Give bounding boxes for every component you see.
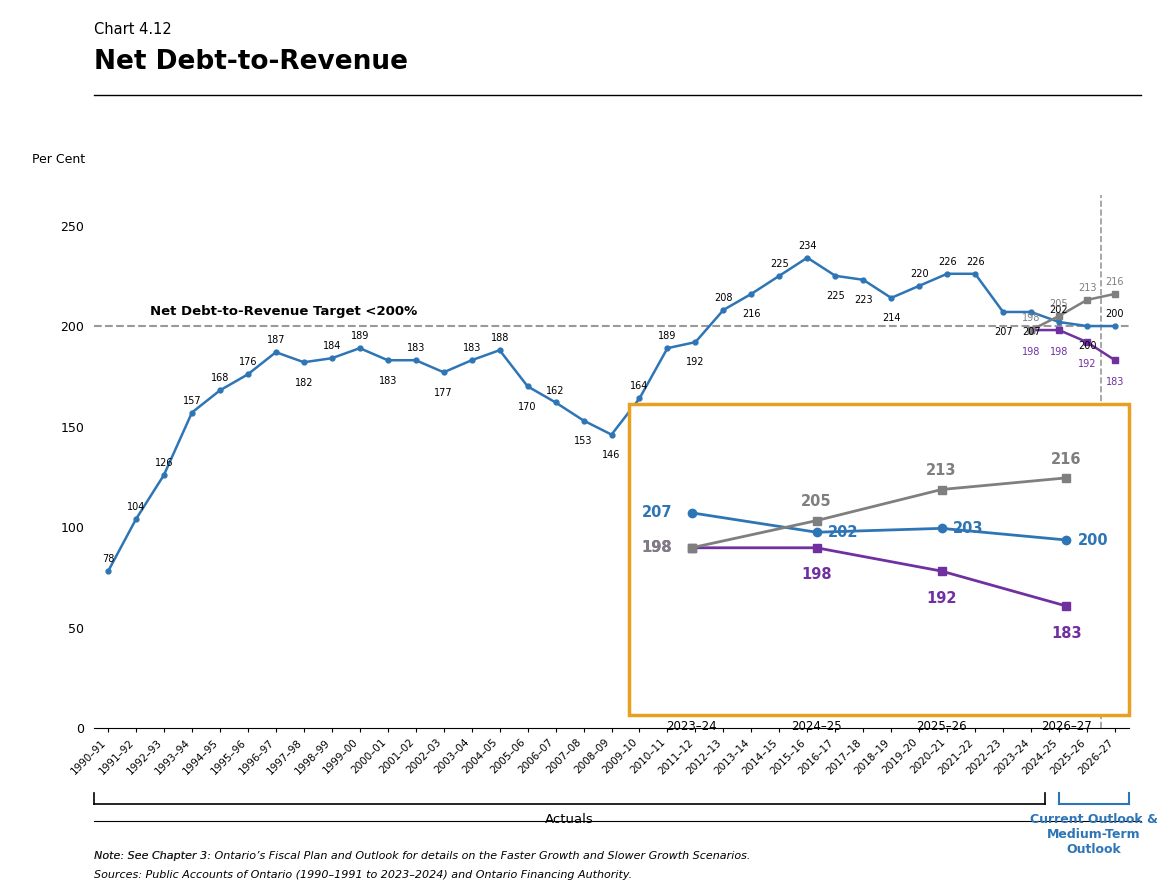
Text: Note: See Chapter 3: Ontario’s Fiscal Plan and Outlook for details on the Faster: Note: See Chapter 3: Ontario’s Fiscal Pl… [94,851,750,860]
Text: 192: 192 [1077,359,1096,369]
Text: 198: 198 [1022,346,1041,357]
Text: 164: 164 [630,382,649,392]
Text: 223: 223 [854,295,873,305]
Text: Net Debt-to-Revenue: Net Debt-to-Revenue [94,49,408,75]
Text: 216: 216 [1105,277,1124,287]
Text: 213: 213 [1077,283,1096,293]
Text: 157: 157 [182,395,201,406]
Bar [629,404,1129,715]
Text: 183: 183 [462,344,481,353]
Text: Sources: Public Accounts of Ontario (1990–1991 to 2023–2024) and Ontario Financi: Sources: Public Accounts of Ontario (199… [94,870,633,880]
Text: 214: 214 [882,313,901,323]
Text: 104: 104 [127,502,145,512]
Text: 207: 207 [994,328,1013,337]
Text: Net Debt-to-Revenue Target <200%: Net Debt-to-Revenue Target <200% [151,305,417,318]
Text: 162: 162 [547,385,564,395]
Text: 170: 170 [519,401,537,412]
Text: 200: 200 [1077,533,1108,548]
Text: 189: 189 [350,331,369,341]
Text: 226: 226 [965,257,984,266]
Text: 200: 200 [1077,341,1096,352]
Text: 225: 225 [826,291,844,301]
Text: 198: 198 [1050,346,1068,357]
Text: 213: 213 [927,464,957,479]
Text: 198: 198 [642,540,673,555]
Text: 153: 153 [574,436,593,446]
Text: Chart 4.12: Chart 4.12 [94,22,172,37]
Text: 126: 126 [155,458,173,468]
Text: 207: 207 [642,505,673,520]
Text: 183: 183 [407,344,425,353]
Text: 205: 205 [1050,299,1068,309]
Text: 183: 183 [1105,377,1124,387]
Text: 234: 234 [799,241,816,250]
Text: 192: 192 [927,591,957,606]
Text: Note: See Chapter 3:: Note: See Chapter 3: [94,851,214,860]
Text: 184: 184 [322,341,341,352]
Text: 225: 225 [770,258,789,269]
Text: 189: 189 [659,331,676,341]
Text: 226: 226 [937,257,956,266]
Text: 202: 202 [1050,305,1068,315]
Text: 198: 198 [801,567,831,583]
Text: 187: 187 [267,336,285,345]
Text: 182: 182 [295,377,313,387]
Text: 188: 188 [490,333,509,344]
Text: 183: 183 [1051,625,1082,640]
Text: 220: 220 [910,269,929,279]
Text: 202: 202 [828,525,858,540]
Text: Current Outlook &
Medium-Term
Outlook: Current Outlook & Medium-Term Outlook [1030,813,1158,855]
Text: Note: See Chapter 3: ⁠⁠⁠⁠⁠⁠⁠⁠⁠⁠⁠⁠⁠⁠⁠⁠⁠⁠⁠⁠⁠⁠⁠⁠⁠: Note: See Chapter 3: ⁠⁠⁠⁠⁠⁠⁠⁠⁠⁠⁠⁠⁠⁠⁠⁠⁠⁠⁠… [94,851,214,860]
Text: 192: 192 [686,357,704,368]
Text: 177: 177 [434,387,453,398]
Text: 216: 216 [1051,452,1082,467]
Text: 198: 198 [642,540,673,555]
Text: Per Cent: Per Cent [32,153,85,166]
Text: 205: 205 [801,495,831,510]
Text: 176: 176 [239,357,258,368]
Text: 208: 208 [714,293,733,303]
Text: 207: 207 [1022,328,1041,337]
Text: 78: 78 [102,554,114,565]
Text: 198: 198 [1022,313,1041,323]
Text: 168: 168 [211,374,229,384]
Text: 216: 216 [742,309,761,319]
Text: Actuals: Actuals [546,813,594,826]
Text: 200: 200 [1105,309,1124,319]
Text: 203: 203 [953,521,983,535]
Text: 146: 146 [602,450,621,460]
Text: 183: 183 [379,376,397,385]
